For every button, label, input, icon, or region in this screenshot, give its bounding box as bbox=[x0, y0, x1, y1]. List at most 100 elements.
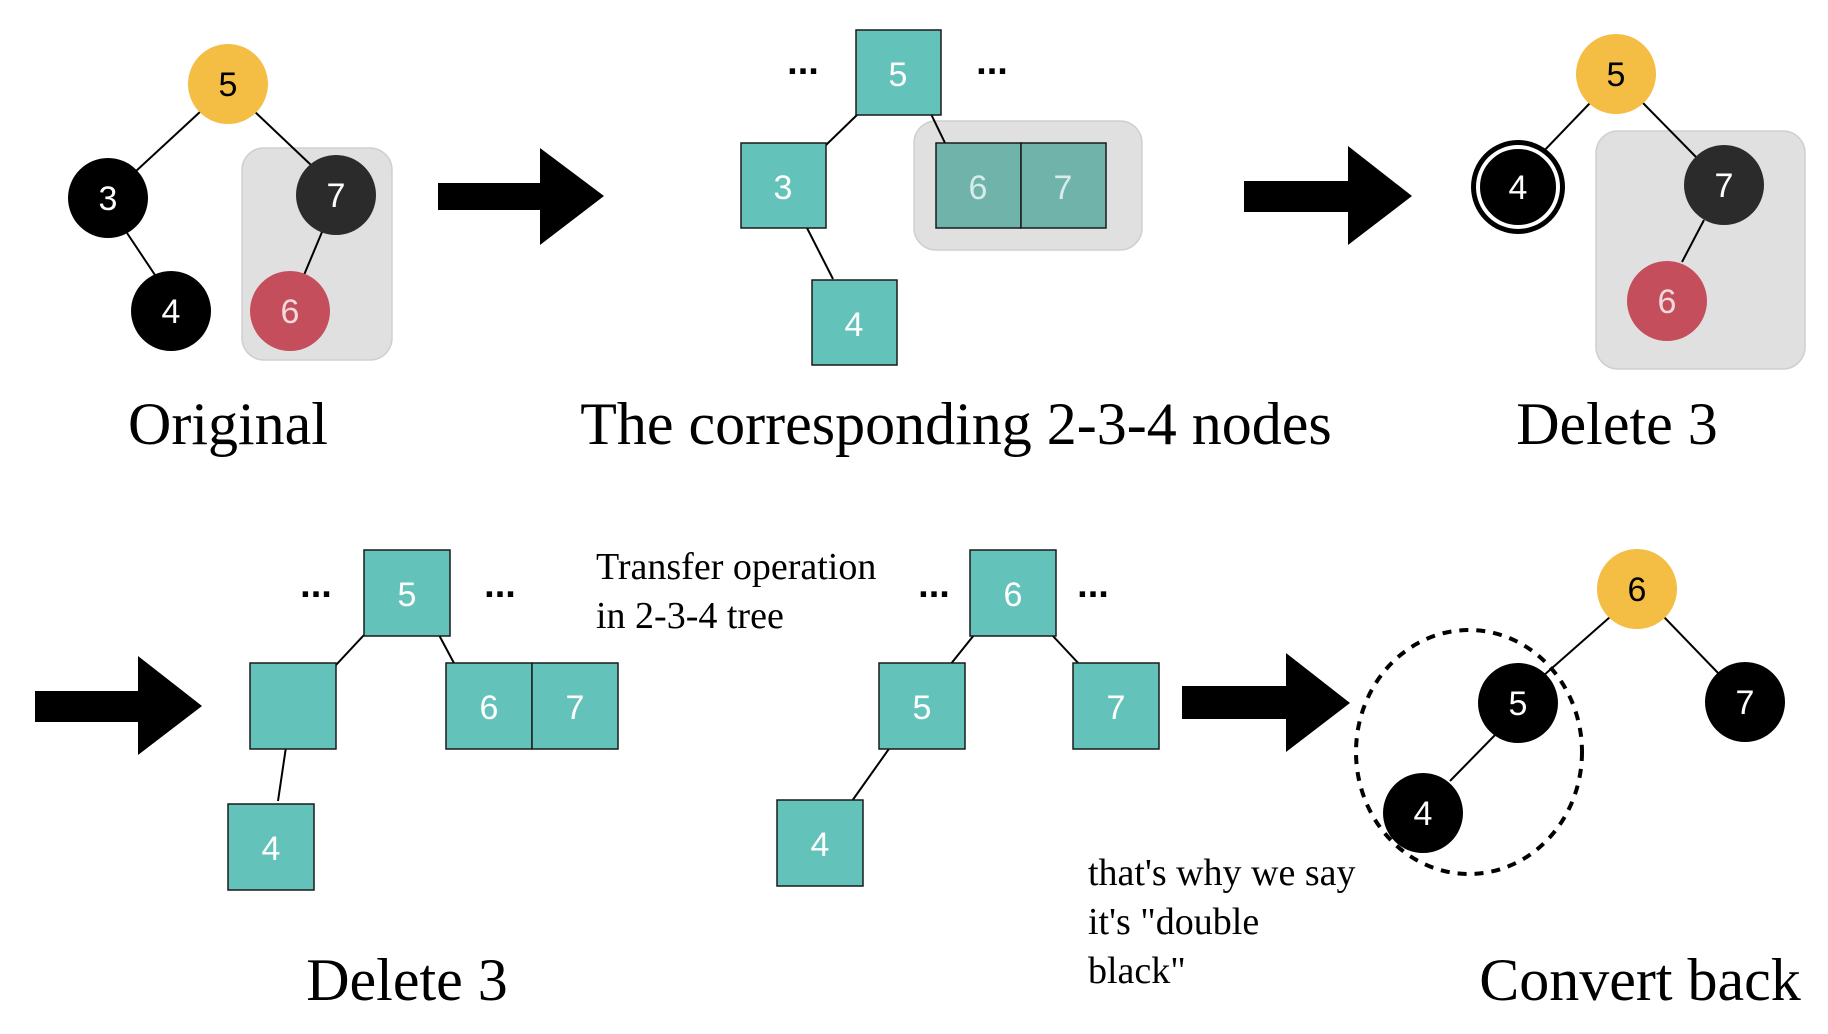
double-black-note-line1: that's why we say bbox=[1088, 852, 1356, 894]
edge-6-7 bbox=[1663, 616, 1721, 676]
arrow-right-icon bbox=[438, 148, 604, 245]
edge-5-7 bbox=[1642, 102, 1697, 158]
double-black-note-line2: it's "double bbox=[1088, 901, 1259, 943]
panel-234-nodes: ... ... 5 3 4 6 7 The corresponding 2-3-… bbox=[580, 29, 1332, 457]
ellipsis-left: ... bbox=[300, 564, 332, 606]
ellipsis-right: ... bbox=[1077, 564, 1109, 606]
black-node-4 bbox=[1383, 773, 1463, 853]
node-7-label: 7 bbox=[1107, 689, 1126, 727]
double-black-note-line3: black" bbox=[1088, 950, 1186, 992]
node-6-label: 6 bbox=[480, 689, 499, 727]
black-node-7 bbox=[296, 155, 376, 235]
empty-node bbox=[249, 662, 337, 750]
node-3-label: 3 bbox=[774, 169, 793, 207]
edge-5-3 bbox=[134, 110, 202, 173]
edge-6-7 bbox=[1051, 634, 1081, 666]
node-7 bbox=[1072, 662, 1160, 750]
edge-empty-4 bbox=[277, 746, 287, 802]
node-5-label: 5 bbox=[398, 576, 417, 614]
edge-5-67 bbox=[930, 113, 947, 146]
arrow-right-icon bbox=[1244, 146, 1412, 245]
black-node-7-label: 7 bbox=[327, 177, 346, 215]
transfer-note-line2: in 2-3-4 tree bbox=[596, 595, 784, 637]
caption-delete3-bottom: Delete 3 bbox=[306, 947, 508, 1013]
node-5 bbox=[363, 549, 451, 637]
caption-234-nodes: The corresponding 2-3-4 nodes bbox=[580, 391, 1331, 457]
arrow-right-icon bbox=[35, 656, 202, 755]
black-node-5-label: 5 bbox=[1509, 685, 1528, 723]
black-node-3 bbox=[68, 158, 148, 238]
red-node-6-label: 6 bbox=[281, 293, 300, 331]
edge-5-4 bbox=[1539, 102, 1591, 156]
root-node-label: 5 bbox=[1607, 56, 1626, 94]
node-4-label: 4 bbox=[845, 306, 864, 344]
root-node-label: 5 bbox=[219, 66, 238, 104]
edge-5-4 bbox=[851, 745, 892, 802]
edge-5-4 bbox=[1449, 733, 1497, 782]
edge-3-4 bbox=[805, 225, 834, 280]
black-node-7 bbox=[1705, 662, 1785, 742]
root-node-6 bbox=[1597, 549, 1677, 629]
arrow-right-icon bbox=[1182, 653, 1350, 752]
double-black-node-4 bbox=[1471, 140, 1565, 234]
node-5-label: 5 bbox=[913, 689, 932, 727]
edge-3-4 bbox=[126, 232, 158, 279]
node-5-label: 5 bbox=[889, 56, 908, 94]
red-node-6 bbox=[1627, 261, 1707, 341]
panel-transfer: Transfer operation in 2-3-4 tree ... ...… bbox=[596, 546, 1160, 887]
node-6-label: 6 bbox=[969, 169, 988, 207]
node-4 bbox=[811, 279, 898, 366]
node-6 bbox=[969, 549, 1057, 637]
red-node-6-label: 6 bbox=[1658, 283, 1677, 321]
node-4-label: 4 bbox=[262, 830, 281, 868]
panel-delete3-redblack: 5 4 7 6 Delete 3 bbox=[1471, 34, 1806, 457]
node-5 bbox=[855, 29, 942, 116]
edge-5-67 bbox=[438, 634, 456, 666]
caption-delete3-top: Delete 3 bbox=[1516, 391, 1718, 457]
black-node-4-label: 4 bbox=[1414, 795, 1433, 833]
root-node-5 bbox=[188, 44, 268, 124]
caption-original: Original bbox=[128, 391, 328, 457]
ellipsis-right: ... bbox=[484, 564, 516, 606]
node-6 bbox=[935, 142, 1022, 229]
node-7 bbox=[1020, 142, 1107, 229]
edge-7-6 bbox=[1681, 219, 1705, 263]
node-7-label: 7 bbox=[566, 689, 585, 727]
black-node-7-label: 7 bbox=[1736, 684, 1755, 722]
panel-convert-back: 6 5 4 7 that's why we say it's "double b… bbox=[1088, 549, 1801, 1013]
ellipsis-left: ... bbox=[918, 564, 950, 606]
caption-convert-back: Convert back bbox=[1479, 947, 1801, 1013]
edge-6-5 bbox=[949, 634, 975, 666]
ellipsis-left: ... bbox=[787, 41, 819, 83]
black-node-4-label: 4 bbox=[162, 293, 181, 331]
red-node-6 bbox=[250, 271, 330, 351]
black-node-7-label: 7 bbox=[1715, 167, 1734, 205]
edge-6-5 bbox=[1542, 616, 1611, 677]
black-node-4 bbox=[131, 271, 211, 351]
node-4 bbox=[776, 799, 864, 887]
node-7 bbox=[531, 662, 619, 750]
node-4 bbox=[227, 803, 315, 891]
panel-original: 5 3 4 7 6 Original bbox=[68, 44, 393, 457]
node-3 bbox=[740, 142, 827, 229]
edge-5-empty bbox=[335, 634, 365, 666]
edge-5-3 bbox=[825, 113, 859, 146]
black-node-5 bbox=[1478, 663, 1558, 743]
edge-7-6 bbox=[303, 231, 323, 276]
node-4-label: 4 bbox=[811, 826, 830, 864]
node-6-label: 6 bbox=[1004, 576, 1023, 614]
black-node-3-label: 3 bbox=[99, 180, 118, 218]
double-black-highlight-circle bbox=[1354, 628, 1584, 876]
double-black-node-4-label: 4 bbox=[1509, 169, 1528, 207]
panel-delete3-234: ... ... 5 4 6 7 Delete 3 bbox=[227, 549, 619, 1013]
ellipsis-right: ... bbox=[976, 41, 1008, 83]
node-5 bbox=[878, 662, 966, 750]
edge-5-7 bbox=[253, 110, 312, 166]
node-7-label: 7 bbox=[1054, 169, 1073, 207]
root-node-5 bbox=[1576, 34, 1656, 114]
root-node-label: 6 bbox=[1628, 571, 1647, 609]
black-node-7 bbox=[1684, 145, 1764, 225]
double-black-ring bbox=[1476, 145, 1560, 229]
transfer-note-line1: Transfer operation bbox=[596, 546, 876, 588]
